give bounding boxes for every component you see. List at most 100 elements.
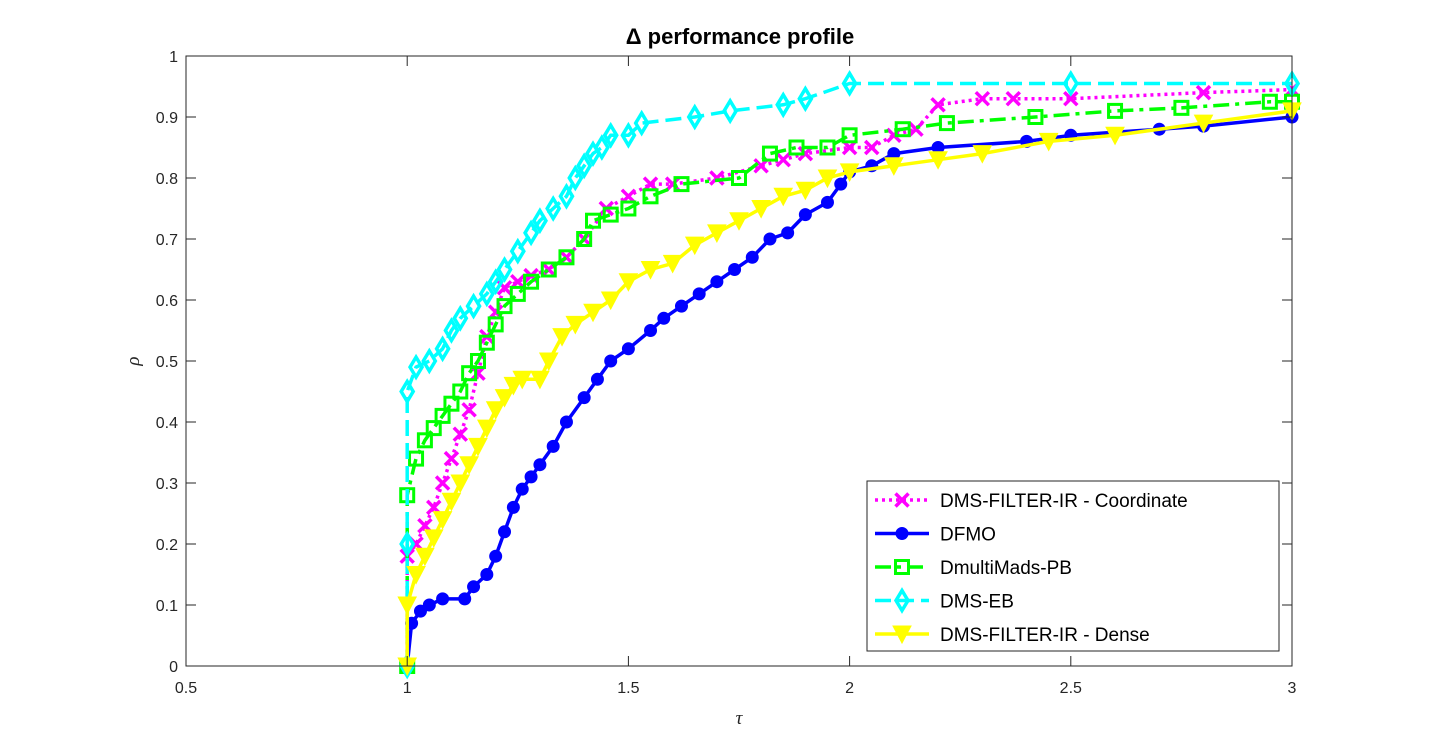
legend-label: DMS-EB xyxy=(940,592,1014,613)
series-marker xyxy=(524,470,538,484)
legend-label: DMS-FILTER-IR - Coordinate xyxy=(940,491,1188,512)
y-tick-label: 0 xyxy=(169,659,178,676)
series-line xyxy=(405,100,1292,666)
y-tick-label: 0.7 xyxy=(156,232,178,249)
series-marker xyxy=(585,212,602,229)
series-marker xyxy=(434,407,451,424)
series-marker xyxy=(533,458,547,472)
legend-label: DmultiMads-PB xyxy=(940,558,1072,579)
series-marker xyxy=(728,263,742,276)
series-marker xyxy=(538,352,559,372)
series-marker xyxy=(618,273,639,292)
series-marker xyxy=(523,219,540,247)
series-marker xyxy=(565,315,586,335)
legend-marker xyxy=(893,587,911,614)
series-marker xyxy=(421,347,438,375)
series-marker xyxy=(751,200,771,219)
series-marker xyxy=(452,383,469,400)
series-marker xyxy=(974,90,991,107)
y-tick-label: 0.4 xyxy=(156,415,178,432)
series-marker xyxy=(972,145,993,164)
y-tick-label: 1 xyxy=(169,49,178,66)
series-marker xyxy=(788,139,805,156)
series-marker xyxy=(485,401,506,420)
legend-entry-5: DMS-FILTER-IR - Dense xyxy=(875,625,1150,646)
series-marker xyxy=(938,115,955,132)
series-marker xyxy=(458,592,472,606)
series-marker xyxy=(797,85,814,113)
legend-entry-3: DmultiMads-PB xyxy=(875,558,1072,579)
series-marker xyxy=(1005,90,1022,107)
series-marker xyxy=(820,195,834,209)
x-tick-label: 0.5 xyxy=(175,680,197,697)
series-marker xyxy=(1063,90,1079,107)
series-marker xyxy=(487,316,504,333)
series-marker xyxy=(763,232,777,246)
series-marker xyxy=(478,334,495,351)
series-marker xyxy=(523,273,540,290)
series-marker xyxy=(684,236,705,256)
series-marker xyxy=(583,303,603,323)
x-axis-label: τ xyxy=(736,708,744,729)
series-marker xyxy=(930,97,946,113)
x-tick-label: 1.5 xyxy=(617,680,639,697)
series-marker xyxy=(443,450,460,467)
series-marker xyxy=(425,420,442,437)
series-marker xyxy=(415,547,435,567)
series-marker xyxy=(761,145,778,162)
y-tick-label: 0.1 xyxy=(156,598,178,615)
series-marker xyxy=(494,389,515,408)
series-marker xyxy=(399,530,416,558)
series-marker xyxy=(467,580,481,594)
series-marker xyxy=(577,391,591,405)
series-marker xyxy=(1173,99,1190,116)
series-marker xyxy=(416,432,433,449)
series-marker xyxy=(781,226,795,240)
series-marker xyxy=(908,121,924,137)
series-marker xyxy=(604,354,618,368)
legend-label: DMS-FILTER-IR - Dense xyxy=(940,625,1150,646)
series-marker xyxy=(399,378,416,405)
y-tick-label: 0.5 xyxy=(156,354,178,371)
series-marker xyxy=(841,127,858,144)
series-marker xyxy=(436,592,450,606)
series-3 xyxy=(399,93,1300,674)
series-marker xyxy=(692,287,706,301)
series-marker xyxy=(798,208,812,222)
legend-entry-2: DFMO xyxy=(875,525,996,546)
series-marker xyxy=(452,304,469,332)
series-marker xyxy=(559,415,573,429)
legend-label: DFMO xyxy=(940,525,996,546)
series-marker xyxy=(775,151,791,168)
legend-box xyxy=(866,480,1280,652)
series-marker xyxy=(487,268,504,296)
series-marker xyxy=(461,402,477,418)
series-marker xyxy=(600,291,621,311)
series-marker xyxy=(468,437,488,457)
series-marker xyxy=(834,177,848,191)
y-axis-label: ρ xyxy=(123,356,144,366)
series-marker xyxy=(673,176,690,193)
series-marker xyxy=(590,372,604,386)
series-marker xyxy=(408,353,425,381)
series-marker xyxy=(894,121,911,138)
series-marker xyxy=(413,604,427,618)
series-marker xyxy=(498,525,512,539)
series-marker xyxy=(775,91,792,119)
series-marker xyxy=(621,342,635,356)
series-marker xyxy=(545,195,562,222)
series-marker xyxy=(817,169,838,189)
series-marker xyxy=(1261,93,1278,110)
series-marker xyxy=(644,324,658,337)
axes-layer: 0.5 1 1.5 2 2.5 3 0 0.1 0.2 0.3 0.4 0.5 0.6 0.7 0.8 0.9… xyxy=(156,49,1297,697)
series-marker xyxy=(496,298,513,315)
series-marker xyxy=(839,163,860,182)
legend-marker xyxy=(895,527,909,540)
x-tick-label: 3 xyxy=(1288,680,1297,697)
series-marker xyxy=(480,568,494,581)
series-marker xyxy=(432,511,453,530)
series-marker xyxy=(642,188,659,205)
series-marker xyxy=(443,395,460,412)
series-marker xyxy=(461,365,478,382)
